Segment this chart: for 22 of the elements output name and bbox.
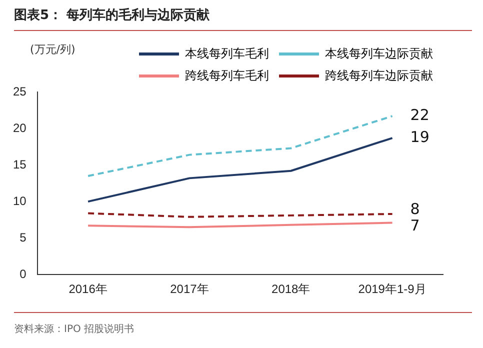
x-tick-label: 2016年 [68, 282, 108, 296]
text: 资料来源：IPO 招股说明书 [14, 322, 134, 336]
x-tick-label: 2019年1-9月 [358, 282, 426, 296]
legend-label: 本线每列车毛利 [185, 46, 269, 60]
y-tick-label: 5 [20, 230, 27, 244]
x-tick-label: 2018年 [272, 282, 310, 296]
chart-title: 图表5： 每列车的毛利与边际贡献 [14, 6, 210, 24]
data-label: 7 [410, 216, 420, 235]
y-tick-label: 10 [12, 194, 27, 208]
data-label: 22 [410, 106, 430, 124]
data-label: 8 [410, 200, 420, 218]
legend-label: 跨线每列车边际贡献 [325, 68, 433, 82]
y-tick-label: 25 [12, 84, 27, 98]
y-tick-label: 0 [20, 266, 27, 281]
y-axis-title: (万元/列) [30, 42, 76, 57]
y-tick-label: 20 [12, 120, 27, 135]
legend-label: 本线每列车边际贡献 [325, 46, 433, 60]
x-tick-label: 2017年 [170, 282, 209, 296]
data-label: 19 [410, 128, 430, 146]
line-series [87, 115, 394, 177]
legend-label: 跨线每列车毛利 [185, 68, 269, 82]
y-tick-label: 15 [12, 157, 27, 172]
